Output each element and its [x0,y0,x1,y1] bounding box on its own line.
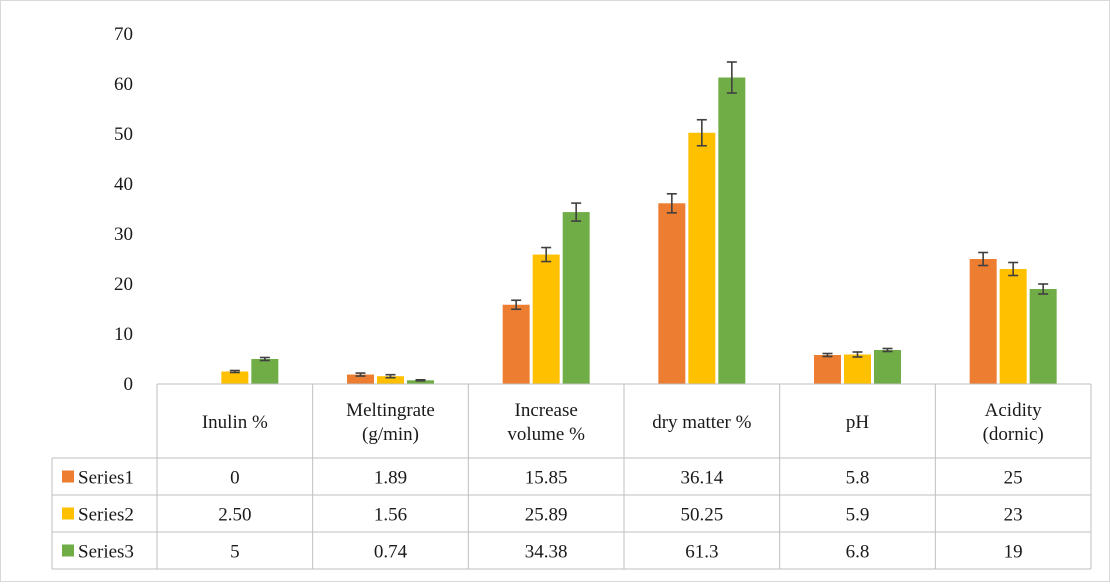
table-cell-value: 25 [1004,468,1023,489]
error-bar [229,369,240,374]
table-cell-value: 5 [230,542,240,563]
table-cell-value: 1.56 [374,505,407,526]
table-cell-value: 5.8 [846,468,870,489]
y-tick-label: 0 [124,374,134,395]
table-cell-value: 2.50 [218,505,251,526]
error-bar [511,299,522,311]
bar-series2 [532,254,560,384]
error-bar [978,251,989,267]
table-cell-value: 23 [1004,505,1023,526]
bar-series3 [407,380,434,384]
category-label: (g/min) [362,424,419,445]
legend-key-series2 [62,507,74,520]
y-tick-label: 30 [114,224,133,245]
bar-series1 [658,203,686,384]
y-tick-label: 20 [114,274,133,295]
error-bar [385,373,396,379]
bar-series1 [502,304,530,384]
table-cell-value: 61.3 [685,542,718,563]
table-cell-value: 5.9 [846,505,870,526]
y-tick-label: 10 [114,324,133,345]
legend-key-series3 [62,544,74,557]
category-label: volume % [507,424,585,445]
table-cell-value: 0.74 [374,542,408,563]
category-label: (dornic) [983,424,1044,445]
y-tick-label: 60 [114,74,133,95]
table-cell-value: 6.8 [846,542,870,563]
error-bar [1038,283,1049,295]
bar-series1 [969,259,997,384]
table-cell-value: 19 [1004,542,1023,563]
error-bar [355,372,366,377]
bar-series1 [347,374,374,384]
bar-series2 [999,269,1027,384]
bar-series2 [221,371,249,384]
table-cell-value: 0 [230,468,240,489]
legend-key-series1 [62,470,74,483]
error-bar [415,378,426,382]
error-bar [882,347,893,353]
error-bar [541,246,552,263]
error-bar [822,352,833,358]
error-bar [1008,261,1019,277]
series-name: Series3 [78,542,134,563]
category-label: pH [846,412,870,433]
bar-series1 [814,355,841,384]
error-bar [726,61,737,94]
error-bar [259,356,270,362]
bar-series3 [874,350,901,384]
error-bar [852,351,863,358]
bar-series2 [688,132,716,384]
table-cell-value: 34.38 [525,542,568,563]
series-name: Series2 [78,505,134,526]
category-label: Acidity [985,400,1042,421]
table-cell-value: 15.85 [525,468,568,489]
y-tick-label: 70 [114,24,133,45]
bar-series2 [844,354,871,384]
series-name: Series1 [78,468,134,489]
table-cell-value: 50.25 [680,505,723,526]
table-cell-value: 36.14 [680,468,723,489]
bar-series2 [377,376,404,384]
y-tick-label: 50 [114,124,133,145]
table-cell-value: 25.89 [525,505,568,526]
category-label: Inulin % [202,412,268,433]
bar-series3 [562,212,590,384]
category-label: Increase [515,400,578,421]
y-tick-label: 40 [114,174,133,195]
category-label: Meltingrate [346,400,435,421]
bar-series3 [718,77,746,384]
bar-series3 [1029,289,1057,384]
error-bar [571,202,582,222]
error-bar [666,193,677,214]
bar-series3 [251,359,279,384]
category-label: dry matter % [652,412,751,433]
error-bar [696,118,707,147]
table-cell-value: 1.89 [374,468,407,489]
